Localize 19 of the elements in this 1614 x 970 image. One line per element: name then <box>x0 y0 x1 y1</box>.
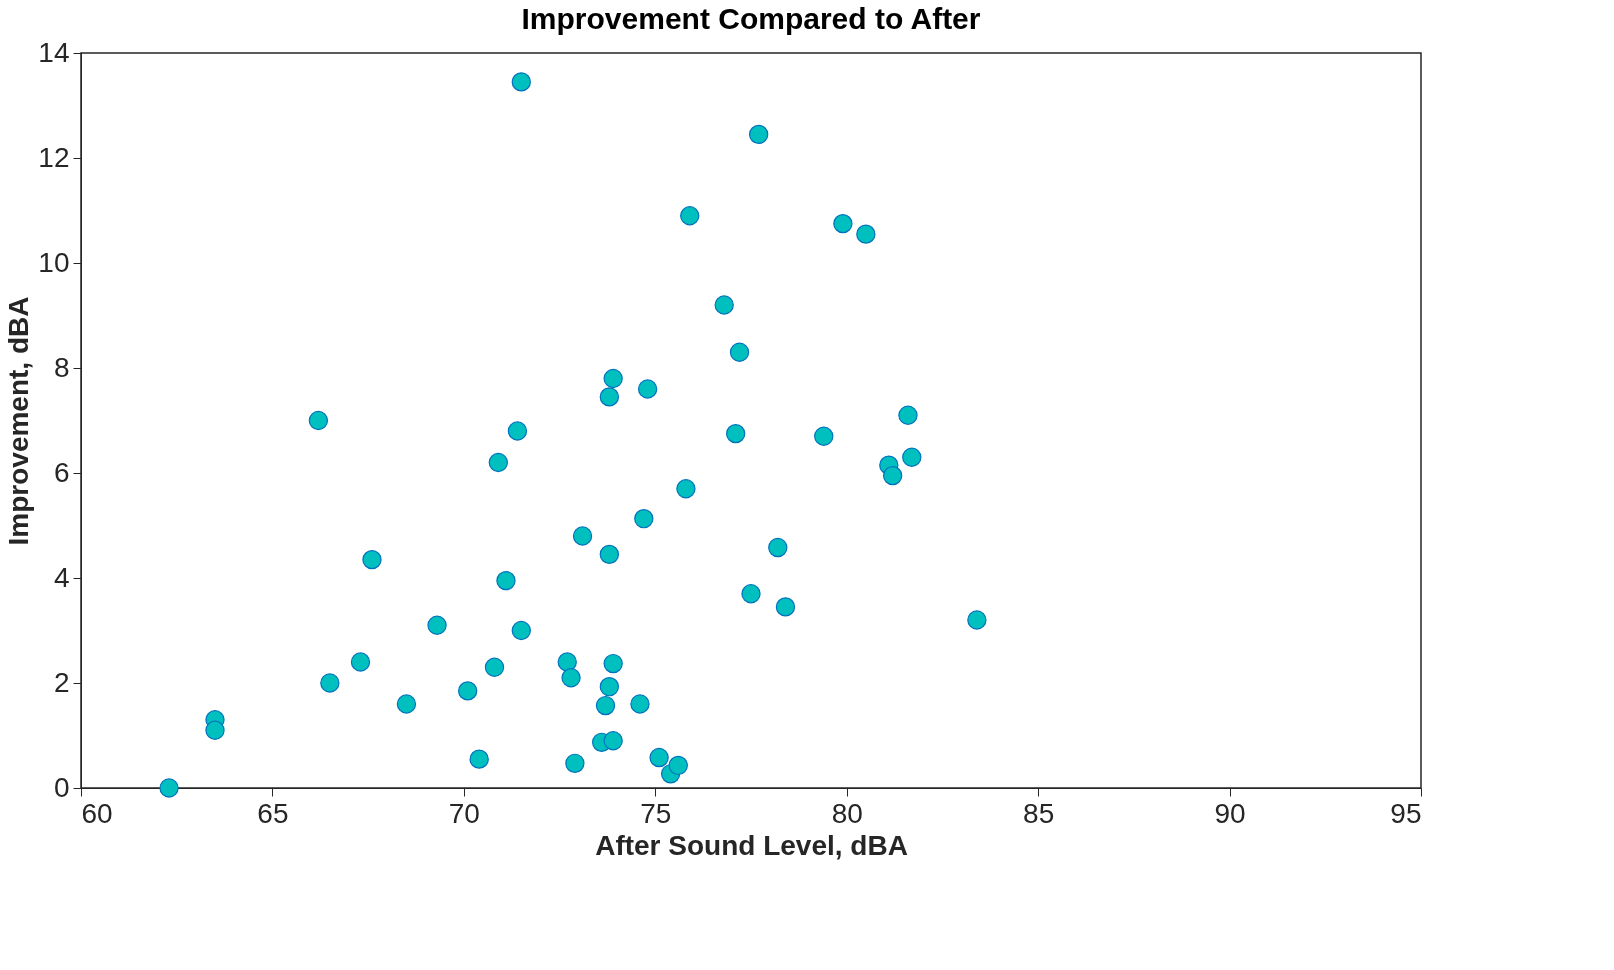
y-tick-label: 14 <box>38 36 70 68</box>
x-tick-label: 65 <box>257 797 289 829</box>
x-tick-label: 90 <box>1214 797 1246 829</box>
y-tick-label: 4 <box>53 561 70 593</box>
x-tick-label: 80 <box>831 797 863 829</box>
y-tick-label: 8 <box>53 351 70 383</box>
x-tick-label: 85 <box>1023 797 1055 829</box>
x-tick-label: 95 <box>1390 797 1422 829</box>
y-tick-label: 2 <box>53 666 70 698</box>
x-tick-label: 75 <box>640 797 672 829</box>
x-axis-title: After Sound Level, dBA <box>595 829 908 861</box>
y-tick-label: 12 <box>38 141 70 173</box>
x-tick-label: 70 <box>448 797 480 829</box>
x-tick-label: 60 <box>81 797 113 829</box>
y-axis-title: Improvement, dBA <box>3 296 35 546</box>
chart-title: Improvement Compared to After <box>521 2 981 35</box>
y-tick-label: 10 <box>38 246 70 278</box>
y-tick-label: 6 <box>53 456 70 488</box>
y-tick-label: 0 <box>53 771 70 803</box>
